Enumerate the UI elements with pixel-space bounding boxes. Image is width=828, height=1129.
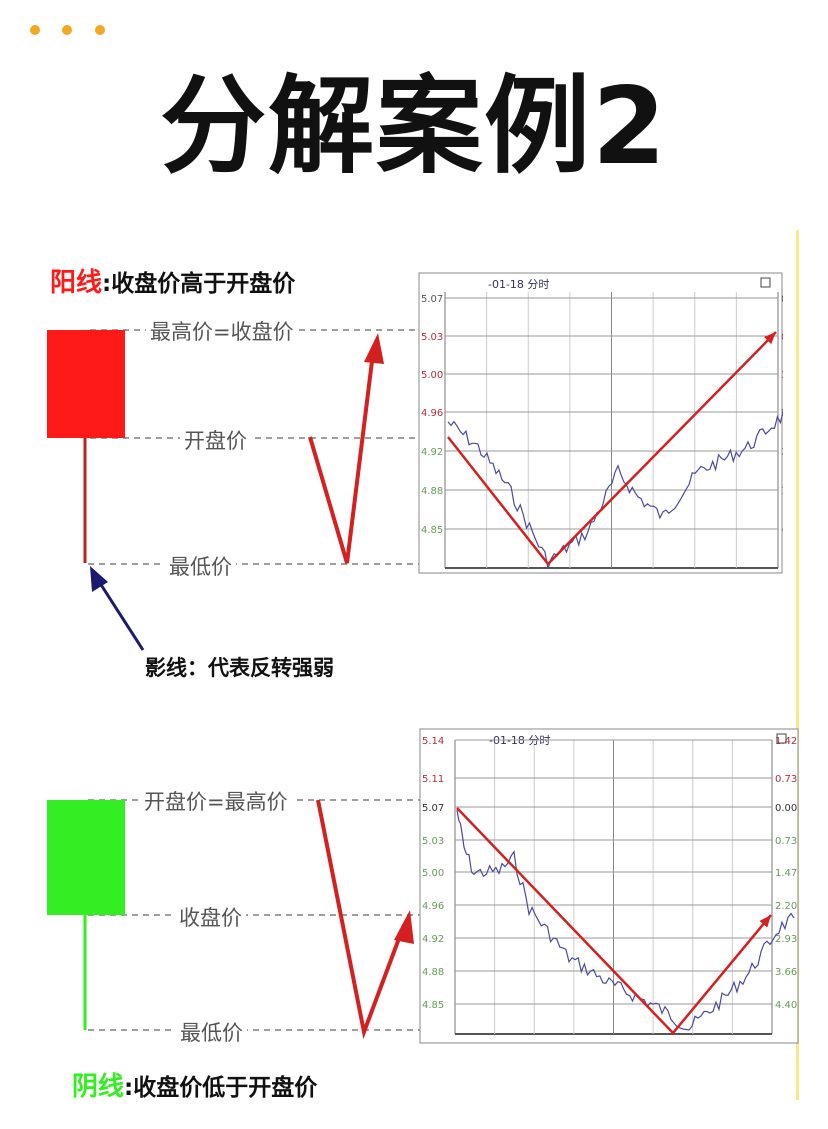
right-tick: 2.20 [775, 901, 797, 912]
window-icon [760, 277, 771, 288]
bull-candle-body [47, 330, 125, 438]
left-tick: 4.88 [421, 486, 443, 497]
left-tick: 4.92 [422, 934, 444, 945]
bear-key: 阴线 [72, 1072, 125, 1102]
shadow-arrow [96, 579, 145, 651]
arrowhead-icon [759, 915, 771, 928]
left-tick: 5.00 [422, 868, 444, 879]
left-tick: 5.03 [422, 836, 444, 847]
label-low: 最低价 [176, 1017, 247, 1047]
intraday-chart-bottom: -01-18 分时5.14 1.425.11 0.735.07 0.005.03 0.7… [419, 728, 799, 1044]
right-tick: 3. [781, 486, 783, 497]
chart-header: -01-18 分时 [488, 278, 549, 291]
left-tick: 5.07 [421, 294, 443, 305]
bear-heading: 阴线:收盘价低于开盘价 [72, 1066, 317, 1103]
bull-v-arrow [308, 344, 376, 564]
dot-icon [62, 25, 72, 35]
right-tick: 2. [781, 447, 783, 458]
chart-frame [419, 728, 799, 1044]
intraday-chart-top: -01-18 分时5.070.5.030.5.001.4.962.4.922.4… [418, 272, 783, 574]
right-tick: 0.73 [775, 836, 797, 847]
right-tick: 0. [781, 332, 783, 343]
dot-icon [95, 25, 105, 35]
arrowhead-icon [763, 332, 776, 345]
right-tick: 0.00 [775, 803, 797, 814]
right-tick: 0. [781, 294, 783, 305]
bull-desc: :收盘价高于开盘价 [102, 271, 296, 297]
label-high-close: 最高价=收盘价 [146, 316, 298, 346]
arrowhead-icon [90, 566, 108, 592]
left-tick: 5.03 [421, 332, 443, 343]
dot-icon [30, 25, 40, 35]
right-tick: 4. [781, 525, 783, 536]
arrowhead-icon [394, 910, 414, 944]
left-tick: 5.00 [421, 370, 443, 381]
chart-frame [418, 272, 783, 574]
left-tick: 5.11 [422, 774, 444, 785]
trend-arrow [447, 331, 777, 566]
left-tick: 5.07 [422, 803, 444, 814]
left-tick: 5.14 [422, 736, 444, 747]
price-line [447, 409, 783, 569]
label-low: 最低价 [165, 551, 236, 581]
left-tick: 4.88 [422, 967, 444, 978]
trend-arrow [456, 807, 772, 1035]
left-tick: 4.96 [421, 408, 443, 419]
bear-desc: :收盘价低于开盘价 [124, 1075, 318, 1101]
left-tick: 4.92 [421, 447, 443, 458]
bear-v-arrow [316, 799, 406, 1040]
right-tick: 1. [781, 370, 783, 381]
label-open: 开盘价 [180, 425, 251, 455]
right-tick: 4.40 [775, 1000, 797, 1011]
side-rule [796, 230, 799, 1100]
window-icon [776, 733, 787, 744]
right-tick: 1.47 [775, 868, 797, 879]
right-tick: 3.66 [775, 967, 797, 978]
right-tick: 0.73 [775, 774, 797, 785]
left-tick: 4.85 [421, 525, 443, 536]
right-tick: 2.93 [775, 934, 797, 945]
label-open-high: 开盘价=最高价 [140, 786, 292, 816]
shadow-note: 影线：代表反转强弱 [145, 656, 334, 680]
bull-heading: 阳线:收盘价高于开盘价 [50, 262, 295, 299]
arrowhead-icon [364, 333, 384, 364]
left-tick: 4.85 [422, 1000, 444, 1011]
label-close: 收盘价 [175, 902, 246, 932]
page-title: 分解案例2 [160, 65, 668, 188]
right-tick: 1.42 [775, 736, 797, 747]
bear-candle-body [47, 800, 125, 915]
bull-key: 阳线 [50, 268, 103, 298]
price-line [456, 809, 795, 1031]
left-tick: 4.96 [422, 901, 444, 912]
